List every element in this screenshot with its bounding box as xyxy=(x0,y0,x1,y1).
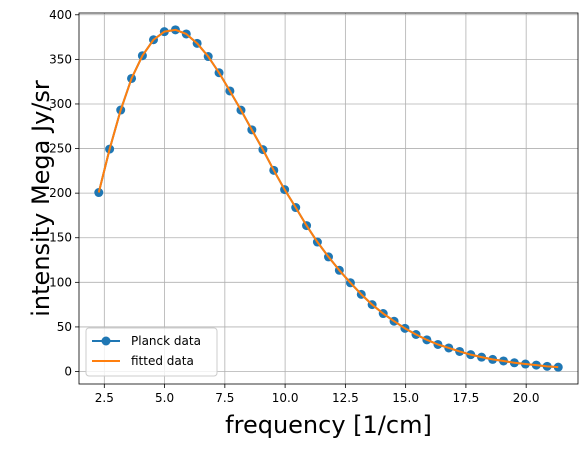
axis-ticks: 2.5 5.0 7.5 10.0 12.5 15.0 17.5 20.0 0 50 100 150 20… xyxy=(49,8,539,405)
plot-area-frame xyxy=(78,12,579,385)
data-point-planck-data xyxy=(553,362,563,372)
x-tick-label: 5.0 xyxy=(155,391,174,405)
y-tick-label: 150 xyxy=(49,231,72,245)
x-tick-label: 20.0 xyxy=(513,391,540,405)
series-line-fitted-data xyxy=(97,28,559,369)
x-axis-label: frequency [1/cm] xyxy=(225,411,432,439)
y-tick-label: 300 xyxy=(49,97,72,111)
legend-marker-planck-data xyxy=(101,336,111,346)
x-tick-label: 17.5 xyxy=(453,391,480,405)
y-tick-label: 350 xyxy=(49,52,72,66)
plot-series xyxy=(94,25,563,372)
x-tick-label: 12.5 xyxy=(332,391,359,405)
legend-label-fitted-data: fitted data xyxy=(131,354,194,368)
legend-label-planck-data: Planck data xyxy=(131,334,201,348)
x-tick-label: 7.5 xyxy=(215,391,234,405)
y-tick-label: 100 xyxy=(49,275,72,289)
y-tick-label: 0 xyxy=(64,365,72,379)
grid xyxy=(79,13,578,384)
x-tick-label: 15.0 xyxy=(392,391,419,405)
y-tick-label: 200 xyxy=(49,186,72,200)
data-point-planck-data xyxy=(94,188,104,198)
y-axis-label: intensity Mega Jy/sr xyxy=(27,80,55,317)
x-tick-label: 10.0 xyxy=(272,391,299,405)
x-tick-label: 2.5 xyxy=(95,391,114,405)
y-tick-label: 250 xyxy=(49,142,72,156)
y-tick-label: 50 xyxy=(57,320,72,334)
y-tick-label: 400 xyxy=(49,8,72,22)
legend: Planck data fitted data xyxy=(85,327,218,377)
